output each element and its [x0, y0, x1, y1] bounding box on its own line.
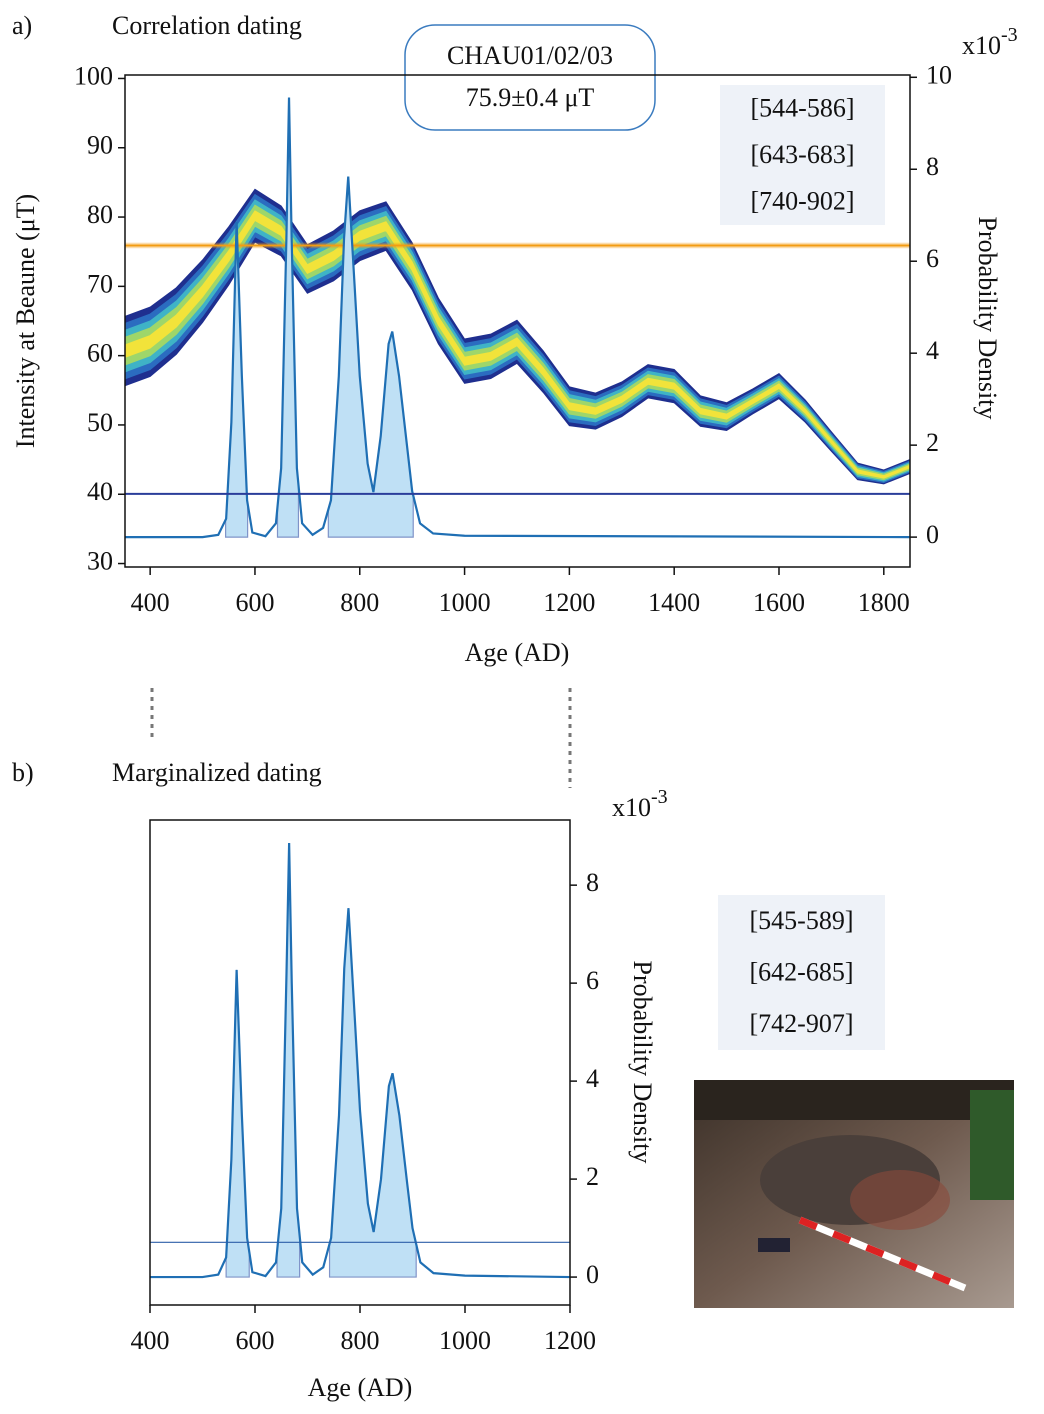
x-axis-label: Age (AD)	[465, 638, 570, 667]
multiplier-exponent: -3	[651, 786, 668, 808]
y-tick-label: 60	[87, 339, 113, 368]
x-tick-label: 800	[340, 588, 379, 617]
x-tick-label: 1000	[439, 1326, 491, 1355]
x-tick-label: 400	[131, 588, 170, 617]
interval-label: [740-902]	[751, 187, 855, 216]
y2-tick-label: 6	[926, 244, 939, 273]
panel-label: a)	[12, 11, 32, 40]
axis-multiplier: x10-3	[612, 786, 668, 822]
x-axis-label: Age (AD)	[308, 1373, 413, 1402]
x-tick-label: 1200	[543, 588, 595, 617]
multiplier-exponent: -3	[1001, 24, 1018, 46]
y2-tick-label: 6	[586, 966, 599, 995]
sample-label: 75.9±0.4 μT	[466, 83, 595, 112]
x-tick-label: 600	[235, 588, 274, 617]
y2-axis-label: Probability Density	[628, 961, 657, 1164]
interval-box	[718, 895, 885, 1050]
interval-label: [544-586]	[751, 93, 855, 122]
density-curve	[125, 97, 910, 539]
y2-axis-label: Probability Density	[973, 217, 1002, 420]
x-tick-label: 600	[236, 1326, 275, 1355]
multiplier-base: x10	[612, 793, 651, 822]
y-tick-label: 100	[74, 61, 113, 90]
plot-frame	[124, 74, 911, 568]
interval-label: [643-683]	[751, 140, 855, 169]
density-curve	[150, 843, 571, 1279]
y-tick-label: 70	[87, 269, 113, 298]
x-tick-label: 1000	[439, 588, 491, 617]
y2-tick-label: 10	[926, 60, 952, 89]
photo	[694, 1080, 1014, 1308]
interval-label: [545-589]	[750, 906, 854, 935]
plot-area	[125, 97, 910, 539]
y-tick-label: 30	[87, 547, 113, 576]
interval-label: [642-685]	[750, 957, 854, 986]
sample-name: CHAU01/02/03	[447, 41, 613, 70]
interval-box	[720, 85, 885, 225]
y-tick-label: 80	[87, 200, 113, 229]
y2-tick-label: 2	[926, 428, 939, 457]
x-tick-label: 1400	[648, 588, 700, 617]
x-tick-label: 800	[341, 1326, 380, 1355]
y2-tick-label: 0	[926, 520, 939, 549]
y-axis-label: Intensity at Beaune (μT)	[11, 194, 40, 448]
y-tick-label: 40	[87, 477, 113, 506]
y2-tick-label: 2	[586, 1162, 599, 1191]
plot-area	[150, 843, 571, 1279]
x-tick-label: 1200	[544, 1326, 596, 1355]
x-tick-label: 1800	[858, 588, 910, 617]
panel-title: Marginalized dating	[112, 758, 322, 787]
y2-tick-label: 4	[926, 336, 939, 365]
panel-title: Correlation dating	[112, 11, 302, 40]
y2-tick-label: 8	[586, 868, 599, 897]
y2-tick-label: 8	[926, 152, 939, 181]
y2-tick-label: 4	[586, 1064, 599, 1093]
interval-label: [742-907]	[750, 1009, 854, 1038]
x-tick-label: 400	[131, 1326, 170, 1355]
y2-tick-label: 0	[586, 1260, 599, 1289]
x-tick-label: 1600	[753, 588, 805, 617]
axis-multiplier: x10-3	[962, 24, 1018, 60]
sample-box	[404, 24, 656, 131]
interval-fill	[328, 908, 417, 1278]
multiplier-base: x10	[962, 31, 1001, 60]
curve-band	[125, 210, 910, 479]
panel-label: b)	[12, 758, 34, 787]
y-tick-label: 50	[87, 408, 113, 437]
y-tick-label: 90	[87, 131, 113, 160]
